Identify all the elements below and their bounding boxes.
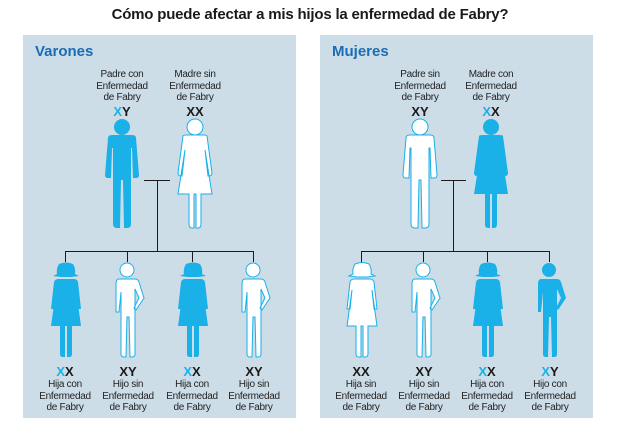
child-genotype: XY [119, 364, 137, 379]
male-figure-icon [402, 118, 438, 229]
female-figure-icon [474, 119, 508, 228]
female-figure-icon [51, 262, 81, 357]
child-genotype: XY [245, 364, 263, 379]
child-genotype: XX [56, 364, 74, 379]
child-label: Hijo sin Enfermedad de Fabry [102, 379, 154, 413]
father-label: Padre con Enfermedad de Fabry [82, 69, 162, 104]
child-drop-line [253, 251, 254, 262]
father-label: Padre sin Enfermedad de Fabry [394, 69, 446, 103]
female-figure-icon [177, 118, 213, 229]
child-label: Hija con Enfermedad de Fabry [461, 379, 513, 413]
child-label: Hijo sin Enfermedad de Fabry [398, 379, 450, 413]
child-drop-line [65, 251, 66, 262]
male-figure-icon [115, 262, 145, 358]
child-label: Hija sin Enfermedad de Fabry [335, 379, 387, 413]
label-line: de Fabry [103, 92, 141, 103]
male-figure-icon [105, 119, 139, 228]
label-line: de Fabry [176, 92, 214, 103]
child-label: Hijo sin Enfermedad de Fabry [228, 379, 280, 413]
child-label: Hija con Enfermedad de Fabry [39, 379, 91, 413]
child-drop-line [361, 251, 362, 262]
child-label: Hija con Enfermedad de Fabry [166, 379, 218, 413]
child-genotype: XY [415, 364, 433, 379]
mother-genotype: XX [186, 104, 204, 119]
female-figure-icon [473, 262, 503, 357]
male-figure-icon [411, 262, 441, 358]
panel-varones: Varones Padre con Enfermedad de Fabry XY… [23, 35, 296, 418]
child-drop-line [487, 251, 488, 262]
male-figure-icon [241, 262, 271, 358]
child-drop-line [192, 251, 193, 262]
father-genotype: XY [113, 104, 131, 119]
sibling-line [361, 251, 550, 252]
panel-title: Mujeres [332, 43, 389, 60]
page-title: Cómo puede afectar a mis hijos la enferm… [111, 6, 509, 23]
child-genotype: XX [352, 364, 370, 379]
label-line: Padre con [100, 69, 144, 80]
panel-mujeres: Mujeres Padre sin Enfermedad de Fabry XY M… [320, 35, 593, 418]
female-figure-icon [178, 262, 208, 357]
child-drop-line [549, 251, 550, 262]
child-genotype: XY [541, 364, 559, 379]
sibling-line [65, 251, 254, 252]
female-figure-icon [346, 262, 378, 358]
label-line: Enfermedad [96, 80, 148, 92]
descent-line [157, 180, 158, 251]
mother-label: Madre con Enfermedad de Fabry [465, 69, 517, 103]
child-drop-line [127, 251, 128, 262]
mother-label: Madre sin Enfermedad de Fabry [155, 69, 235, 104]
father-genotype: XY [411, 104, 429, 119]
label-line: Madre sin [174, 69, 216, 80]
child-genotype: XX [478, 364, 496, 379]
panel-title: Varones [35, 43, 94, 60]
child-genotype: XX [183, 364, 201, 379]
descent-line [453, 180, 454, 251]
male-figure-icon [538, 263, 566, 357]
mother-genotype: XX [482, 104, 500, 119]
label-line: Enfermedad [169, 80, 221, 92]
child-drop-line [423, 251, 424, 262]
child-label: Hijo con Enfermedad de Fabry [524, 379, 576, 413]
